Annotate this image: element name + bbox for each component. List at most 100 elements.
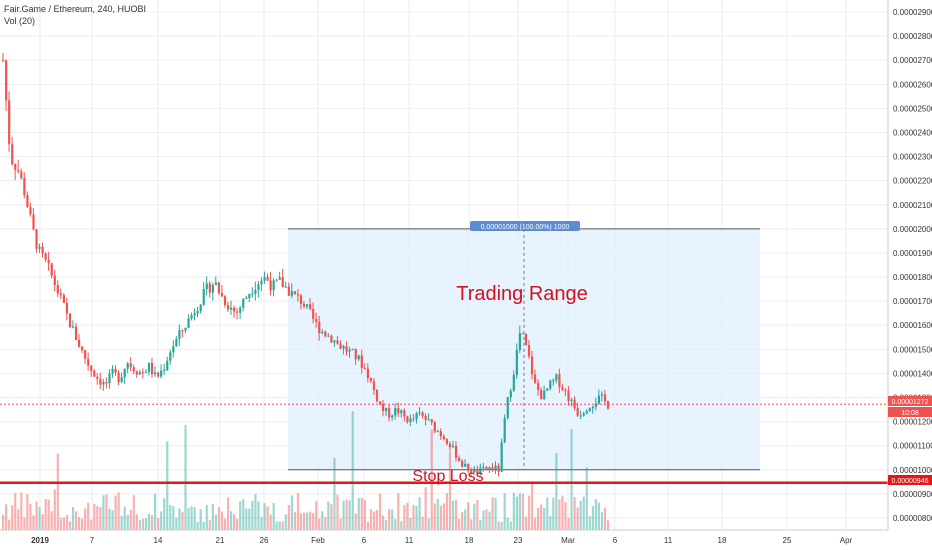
- volume-bar: [14, 492, 17, 530]
- candle-body: [424, 415, 427, 420]
- candle-body: [233, 307, 236, 312]
- volume-bar: [430, 429, 433, 530]
- volume-bar: [233, 514, 236, 530]
- candle-body: [187, 318, 190, 328]
- candle-body: [287, 286, 290, 296]
- candle-body: [354, 348, 357, 360]
- candle-body: [363, 367, 366, 369]
- volume-bar: [512, 492, 515, 530]
- y-tick-label: 0.00002300: [893, 153, 932, 162]
- volume-bar: [473, 503, 476, 530]
- volume-bar: [309, 511, 312, 530]
- volume-bar: [427, 518, 430, 530]
- volume-bar: [391, 509, 394, 530]
- y-axis[interactable]: 0.00002900 0.00002800 0.00002700 0.00002600…: [893, 8, 932, 523]
- candle-body: [284, 286, 287, 288]
- candle-body: [537, 382, 540, 391]
- volume-bar: [342, 500, 345, 530]
- volume-bar: [211, 504, 214, 530]
- candle-body: [552, 380, 555, 382]
- volume-bar: [178, 508, 181, 530]
- volume-bar: [518, 493, 521, 530]
- volume-bar: [266, 506, 269, 530]
- candle-body: [281, 277, 284, 288]
- volume-bar: [296, 492, 300, 530]
- candle-body: [144, 371, 148, 373]
- candle-body: [217, 282, 221, 293]
- candle-body: [494, 465, 497, 470]
- candle-body: [600, 394, 604, 396]
- volume-bar: [333, 457, 336, 530]
- volume-bar: [50, 511, 53, 530]
- volume-bar: [242, 499, 245, 530]
- candle-body: [278, 277, 281, 280]
- stop-loss-label: Stop Loss: [412, 468, 483, 485]
- volume-bar: [223, 518, 227, 530]
- candle-body: [299, 295, 303, 304]
- y-tick-label: 0.00002100: [893, 201, 932, 210]
- volume-bar: [412, 505, 415, 530]
- volume-bar: [141, 518, 145, 530]
- candle-body: [436, 431, 439, 433]
- candle-body: [257, 284, 260, 290]
- volume-bar: [330, 504, 333, 530]
- volume-bar: [479, 519, 482, 530]
- y-tick-label: 0.00001200: [893, 418, 932, 427]
- current-price-label: 0.00001272: [892, 399, 929, 406]
- candle-body: [585, 411, 588, 414]
- volume-bar: [372, 511, 376, 530]
- candle-body: [479, 467, 482, 474]
- candle-body: [546, 388, 549, 391]
- x-tick-label: Apr: [840, 536, 853, 545]
- volume-bar: [418, 497, 421, 530]
- volume-bar: [394, 519, 397, 530]
- y-tick-label: 0.00001800: [893, 273, 932, 282]
- y-tick-label: 0.00001100: [893, 442, 932, 451]
- candle-body: [78, 339, 81, 347]
- volume-bar: [84, 508, 87, 530]
- volume-bar: [354, 513, 357, 530]
- x-axis[interactable]: 2019 7 14 21 26 Feb 6 11 18 23 Mar 6 11 18 25 Apr: [31, 536, 852, 545]
- volume-bar: [81, 518, 84, 530]
- y-tick-label: 0.00002200: [893, 177, 932, 186]
- candle-body: [458, 458, 461, 461]
- volume-bar: [503, 493, 506, 530]
- candle-body: [421, 412, 424, 416]
- y-tick-label: 0.00001500: [893, 345, 932, 354]
- candle-body: [93, 370, 96, 377]
- volume-bar: [458, 518, 461, 530]
- volume-bar: [363, 500, 366, 530]
- volume-bar: [150, 515, 154, 530]
- candle-body: [166, 360, 169, 371]
- candle-body: [464, 463, 467, 467]
- candle-body: [530, 356, 534, 375]
- volume-bar: [281, 521, 284, 530]
- volume-bar: [564, 502, 567, 530]
- volume-bar: [29, 503, 32, 530]
- candle-body: [430, 419, 433, 423]
- candle-body: [518, 333, 521, 350]
- candle-body: [129, 363, 132, 368]
- candle-body: [330, 335, 333, 343]
- candle-body: [254, 289, 257, 294]
- candle-body: [202, 289, 205, 305]
- candle-body: [135, 371, 138, 375]
- candle-body: [454, 445, 458, 459]
- volume-bar: [524, 516, 528, 530]
- y-tick-label: 0.00001400: [893, 369, 932, 378]
- volume-bar: [451, 500, 455, 530]
- volume-bar: [202, 521, 205, 530]
- volume-indicator-label: Vol (20): [4, 16, 35, 26]
- candle-body: [248, 293, 251, 298]
- candle-body: [524, 333, 528, 346]
- candle-body: [296, 293, 300, 296]
- volume-bar: [436, 498, 439, 530]
- candle-body: [576, 408, 579, 416]
- trading-range-box[interactable]: [288, 228, 760, 471]
- candle-body: [120, 377, 123, 382]
- candle-layer: [2, 52, 610, 478]
- volume-bar: [208, 520, 211, 530]
- y-tick-label: 0.00002800: [893, 32, 932, 41]
- x-tick-label: 21: [216, 536, 225, 545]
